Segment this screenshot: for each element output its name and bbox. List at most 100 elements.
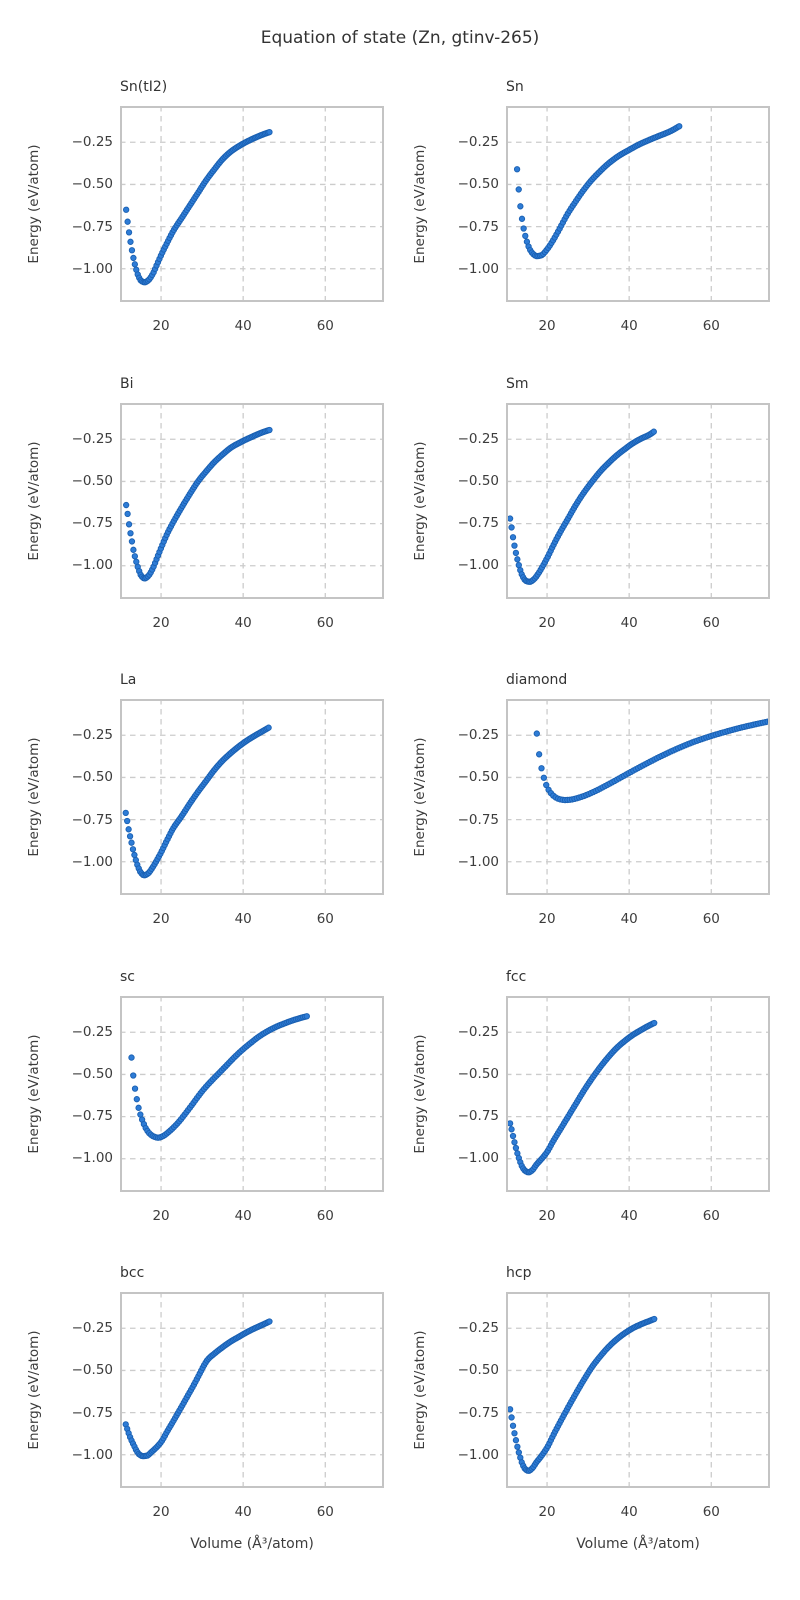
plot-area	[120, 995, 384, 1192]
y-axis-label: Energy (eV/atom)	[26, 1033, 42, 1154]
plot-area	[506, 1292, 770, 1488]
scatter-canvas	[506, 699, 770, 895]
y-tick-label: −0.50	[457, 1065, 499, 1082]
scatter-canvas	[120, 106, 384, 302]
y-tick-label: −0.75	[71, 1108, 113, 1125]
x-tick-label: 20	[152, 318, 170, 334]
scatter-canvas	[120, 402, 384, 599]
y-tick-label: −0.50	[71, 176, 113, 193]
x-axis-label: Volume (Å³/atom)	[576, 1536, 700, 1552]
x-tick-label: 20	[152, 911, 170, 927]
x-tick-label: 20	[538, 911, 556, 927]
y-axis-label: Energy (eV/atom)	[26, 440, 42, 561]
subplot-title: bcc	[120, 1265, 145, 1281]
plot-area	[120, 402, 384, 599]
y-tick-label: −0.50	[457, 1362, 499, 1379]
y-tick-label: −1.00	[457, 260, 499, 277]
y-tick-label: −0.50	[71, 472, 113, 489]
y-tick-label: −0.75	[457, 1404, 499, 1421]
subplot-sn: Sn Energy (eV/atom) −0.25 −0.50 −0.75 −1.00…	[396, 66, 782, 362]
subplot-fcc: fcc Energy (eV/atom) −0.25 −0.50 −0.75 −1.0…	[396, 956, 782, 1252]
y-tick-label: −0.75	[457, 515, 499, 532]
x-tick-label: 20	[538, 318, 556, 334]
y-tick-label: −1.00	[71, 1446, 113, 1463]
y-axis-label: Energy (eV/atom)	[26, 144, 42, 264]
x-tick-label: 20	[538, 1504, 556, 1520]
y-tick-label: −0.50	[71, 769, 113, 786]
y-axis-label: Energy (eV/atom)	[26, 737, 42, 857]
y-tick-label: −0.50	[71, 1065, 113, 1082]
x-tick-label: 20	[538, 1207, 556, 1224]
y-tick-label: −0.50	[457, 769, 499, 786]
y-tick-label: −0.25	[71, 1023, 113, 1040]
plot-area	[506, 699, 770, 895]
y-tick-label: −0.25	[457, 1023, 499, 1040]
subplot-diamond: diamond Energy (eV/atom) −0.25 −0.50 −0.75…	[396, 659, 782, 955]
subplot-title: fcc	[506, 968, 527, 985]
x-tick-label: 40	[620, 1504, 638, 1520]
scatter-canvas	[506, 995, 770, 1192]
scatter-canvas	[120, 995, 384, 1192]
x-tick-label: 40	[620, 614, 638, 631]
y-tick-label: −0.75	[71, 515, 113, 532]
subplot-title: hcp	[506, 1265, 532, 1281]
subplot-sm: Sm Energy (eV/atom) −0.25 −0.50 −0.75 −1.00…	[396, 363, 782, 659]
y-tick-label: −0.50	[457, 176, 499, 193]
y-tick-label: −1.00	[71, 557, 113, 574]
x-tick-label: 60	[702, 1504, 720, 1520]
x-tick-label: 60	[702, 1207, 720, 1224]
x-tick-label: 40	[234, 318, 252, 334]
x-tick-label: 40	[620, 1207, 638, 1224]
y-tick-label: −0.25	[71, 1320, 113, 1337]
y-tick-label: −1.00	[457, 853, 499, 870]
subplot-title: diamond	[506, 672, 568, 688]
y-tick-label: −1.00	[457, 557, 499, 574]
x-tick-label: 20	[152, 614, 170, 631]
x-tick-label: 60	[316, 911, 334, 927]
x-tick-label: 60	[702, 614, 720, 631]
y-axis-label: Energy (eV/atom)	[26, 1330, 42, 1450]
y-axis-label: Energy (eV/atom)	[412, 144, 428, 264]
x-tick-label: 40	[234, 614, 252, 631]
y-tick-label: −0.75	[457, 218, 499, 235]
x-tick-label: 60	[316, 1504, 334, 1520]
y-tick-label: −0.75	[457, 811, 499, 828]
plot-area	[506, 402, 770, 599]
plot-area	[506, 995, 770, 1192]
plot-area	[120, 1292, 384, 1488]
scatter-canvas	[506, 106, 770, 302]
subplot-sc: sc Energy (eV/atom) −0.25 −0.50 −0.75 −1.00…	[10, 956, 396, 1252]
y-tick-label: −0.25	[71, 430, 113, 447]
y-tick-label: −0.25	[71, 134, 113, 151]
y-tick-label: −1.00	[71, 260, 113, 277]
subplot-sn-ti2-: Sn(tI2) Energy (eV/atom) −0.25 −0.50 −0.75…	[10, 66, 396, 362]
y-tick-label: −0.25	[457, 134, 499, 151]
y-axis-label: Energy (eV/atom)	[412, 737, 428, 857]
subplot-bi: Bi Energy (eV/atom) −0.25 −0.50 −0.75 −1.00…	[10, 363, 396, 659]
x-tick-label: 40	[620, 318, 638, 334]
x-tick-label: 60	[702, 318, 720, 334]
scatter-canvas	[120, 699, 384, 895]
y-tick-label: −1.00	[457, 1446, 499, 1463]
plot-area	[506, 106, 770, 302]
y-tick-label: −0.25	[71, 727, 113, 744]
x-tick-label: 60	[702, 911, 720, 927]
y-tick-label: −1.00	[71, 1150, 113, 1167]
scatter-canvas	[506, 402, 770, 599]
y-tick-label: −0.75	[71, 1404, 113, 1421]
subplot-grid: Sn(tI2) Energy (eV/atom) −0.25 −0.50 −0.75…	[10, 66, 782, 1552]
x-tick-label: 20	[152, 1207, 170, 1224]
subplot-title: sc	[120, 968, 135, 985]
y-tick-label: −0.75	[71, 811, 113, 828]
y-tick-label: −0.25	[457, 727, 499, 744]
x-tick-label: 60	[316, 1207, 334, 1224]
y-tick-label: −0.50	[457, 472, 499, 489]
y-tick-label: −0.25	[457, 1320, 499, 1337]
figure-title: Equation of state (Zn, gtinv-265)	[260, 28, 540, 48]
plot-area	[120, 699, 384, 895]
x-tick-label: 40	[234, 1504, 252, 1520]
y-axis-label: Energy (eV/atom)	[412, 1033, 428, 1154]
y-tick-label: −0.75	[71, 218, 113, 235]
subplot-bcc: bcc Energy (eV/atom) −0.25 −0.50 −0.75 −1.0…	[10, 1252, 396, 1552]
y-axis-label: Energy (eV/atom)	[412, 1330, 428, 1450]
